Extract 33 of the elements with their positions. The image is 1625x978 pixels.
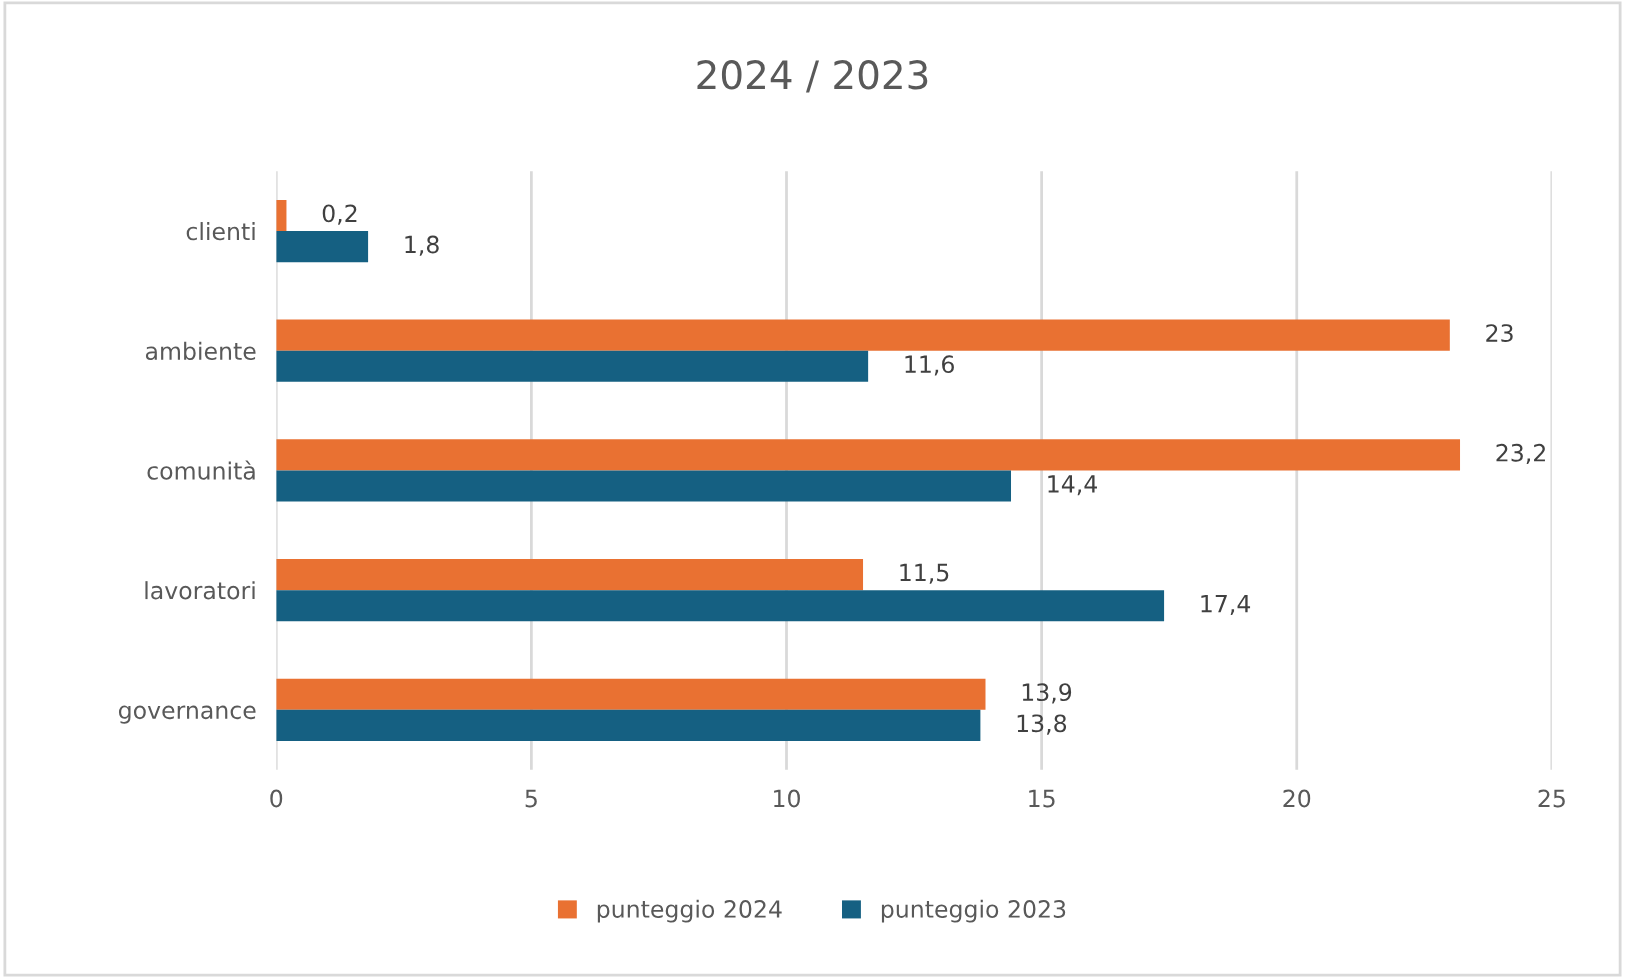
bar	[276, 590, 1165, 622]
bar	[276, 319, 1450, 351]
y-tick-label: clienti	[186, 222, 255, 241]
bar	[276, 350, 869, 382]
x-tick-label: 0	[270, 789, 283, 808]
y-tick-label: comunità	[147, 460, 255, 480]
data-label: 23,2	[1496, 443, 1545, 465]
x-tick-label: 10	[774, 789, 800, 808]
legend-label: punteggio 2024	[597, 899, 782, 923]
y-tick-label: ambiente	[145, 341, 256, 361]
bar	[276, 678, 986, 710]
x-tick-label: 20	[1283, 789, 1311, 808]
chart-title: 2024 / 2023	[697, 60, 928, 93]
y-tick-label: lavoratori	[145, 581, 255, 600]
bar	[276, 709, 981, 741]
bar	[276, 470, 1012, 502]
bar	[276, 559, 864, 591]
data-label: 23	[1486, 324, 1513, 342]
data-label: 17,4	[1201, 594, 1251, 615]
data-label: 13,8	[1017, 714, 1067, 735]
data-label: 11,6	[905, 355, 954, 376]
x-tick-label: 25	[1538, 789, 1565, 808]
legend-label: punteggio 2023	[881, 899, 1066, 923]
x-tick-label: 5	[525, 789, 537, 808]
bar	[276, 231, 369, 263]
x-tick-label: 15	[1029, 789, 1055, 808]
data-label: 14,4	[1048, 475, 1097, 496]
data-label: 0,2	[322, 204, 357, 225]
data-label: 1,8	[405, 235, 439, 256]
y-tick-label: governance	[118, 705, 256, 724]
bar	[276, 439, 1461, 471]
data-label: 13,9	[1022, 683, 1072, 704]
data-label: 11,5	[900, 563, 949, 584]
